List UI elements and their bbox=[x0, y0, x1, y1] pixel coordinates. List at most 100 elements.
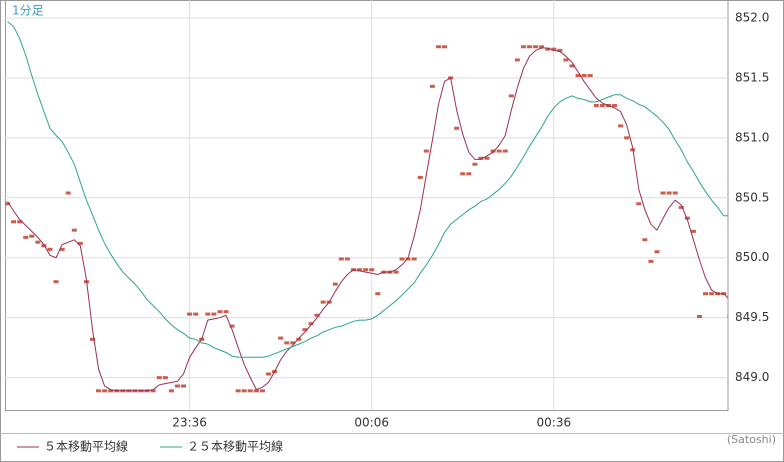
price-mark bbox=[35, 240, 41, 244]
timeframe-label: 1分足 bbox=[12, 4, 44, 18]
price-mark bbox=[551, 47, 557, 51]
price-mark bbox=[636, 202, 642, 206]
price-mark bbox=[302, 328, 308, 332]
price-mark bbox=[357, 268, 363, 272]
price-mark bbox=[703, 292, 709, 296]
price-mark bbox=[533, 45, 539, 49]
price-mark bbox=[496, 149, 502, 153]
price-mark bbox=[660, 191, 666, 195]
price-mark bbox=[193, 312, 199, 316]
price-mark bbox=[575, 74, 581, 78]
price-mark bbox=[11, 220, 17, 224]
price-mark bbox=[181, 384, 187, 388]
price-mark bbox=[59, 247, 65, 251]
price-mark bbox=[363, 268, 369, 272]
price-mark bbox=[520, 45, 526, 49]
price-mark bbox=[278, 336, 284, 340]
price-mark bbox=[502, 149, 508, 153]
x-tick-label: 23:36 bbox=[172, 416, 207, 430]
price-mark bbox=[654, 250, 660, 254]
price-mark bbox=[53, 280, 59, 284]
moving-average-line bbox=[7, 21, 728, 358]
price-mark bbox=[168, 389, 174, 393]
price-mark bbox=[241, 389, 247, 393]
price-mark bbox=[308, 322, 314, 326]
price-mark bbox=[684, 216, 690, 220]
price-mark bbox=[587, 74, 593, 78]
price-mark bbox=[508, 94, 514, 98]
price-mark bbox=[442, 45, 448, 49]
price-mark bbox=[569, 64, 575, 68]
price-mark bbox=[642, 238, 648, 242]
price-mark bbox=[539, 45, 545, 49]
price-mark bbox=[527, 45, 533, 49]
price-mark bbox=[393, 270, 399, 274]
price-mark bbox=[259, 389, 265, 393]
y-tick-label: 850.5 bbox=[735, 190, 769, 204]
price-mark bbox=[405, 257, 411, 261]
credit: (Satoshi) bbox=[727, 433, 776, 446]
x-tick-label: 00:36 bbox=[537, 416, 572, 430]
price-mark bbox=[624, 136, 630, 140]
y-tick-label: 852.0 bbox=[735, 10, 769, 24]
price-mark bbox=[17, 220, 23, 224]
price-mark bbox=[332, 282, 338, 286]
price-mark bbox=[423, 149, 429, 153]
price-mark bbox=[612, 103, 617, 107]
price-mark bbox=[338, 257, 344, 261]
price-mark bbox=[344, 257, 350, 261]
price-mark bbox=[375, 292, 381, 296]
price-mark bbox=[709, 292, 715, 296]
legend-label: ２５本移動平均線 bbox=[187, 439, 283, 454]
price-mark bbox=[545, 47, 551, 51]
price-mark bbox=[65, 191, 71, 195]
price-mark bbox=[284, 341, 290, 345]
price-mark bbox=[454, 126, 460, 130]
price-mark bbox=[460, 172, 466, 176]
price-mark bbox=[211, 312, 217, 316]
price-mark bbox=[557, 48, 563, 52]
price-mark bbox=[89, 337, 95, 341]
price-mark bbox=[727, 314, 728, 318]
price-mark bbox=[102, 389, 108, 393]
price-mark bbox=[235, 389, 241, 393]
price-mark bbox=[678, 205, 684, 209]
price-mark bbox=[150, 389, 156, 393]
moving-average-line bbox=[7, 47, 728, 392]
price-mark bbox=[593, 103, 599, 107]
price-mark bbox=[690, 229, 696, 233]
price-mark bbox=[581, 74, 587, 78]
y-tick-label: 850.0 bbox=[735, 250, 769, 264]
price-mark bbox=[314, 313, 320, 317]
price-mark bbox=[77, 241, 83, 245]
y-tick-label: 849.5 bbox=[735, 310, 769, 324]
price-mark bbox=[399, 257, 405, 261]
price-mark bbox=[5, 202, 10, 206]
y-tick-label: 851.0 bbox=[735, 130, 769, 144]
price-mark bbox=[96, 389, 102, 393]
price-mark bbox=[41, 244, 47, 248]
price-mark bbox=[253, 389, 259, 393]
price-mark bbox=[108, 389, 114, 393]
price-mark bbox=[47, 247, 53, 251]
price-mark bbox=[247, 389, 253, 393]
price-mark bbox=[490, 149, 496, 153]
plot bbox=[5, 0, 728, 410]
price-mark bbox=[320, 300, 326, 304]
legend-label: ５本移動平均線 bbox=[44, 439, 128, 454]
price-mark bbox=[466, 172, 472, 176]
price-mark bbox=[411, 257, 417, 261]
price-mark bbox=[648, 259, 654, 263]
price-mark bbox=[563, 58, 569, 62]
price-mark bbox=[599, 103, 605, 107]
price-mark bbox=[23, 235, 29, 239]
y-tick-label: 849.0 bbox=[735, 370, 769, 384]
price-mark bbox=[696, 314, 702, 318]
price-mark bbox=[162, 376, 168, 380]
price-mark bbox=[672, 191, 678, 195]
price-mark bbox=[435, 45, 441, 49]
y-tick-label: 851.5 bbox=[735, 70, 769, 84]
x-tick-label: 00:06 bbox=[354, 416, 389, 430]
price-mark bbox=[472, 162, 478, 166]
